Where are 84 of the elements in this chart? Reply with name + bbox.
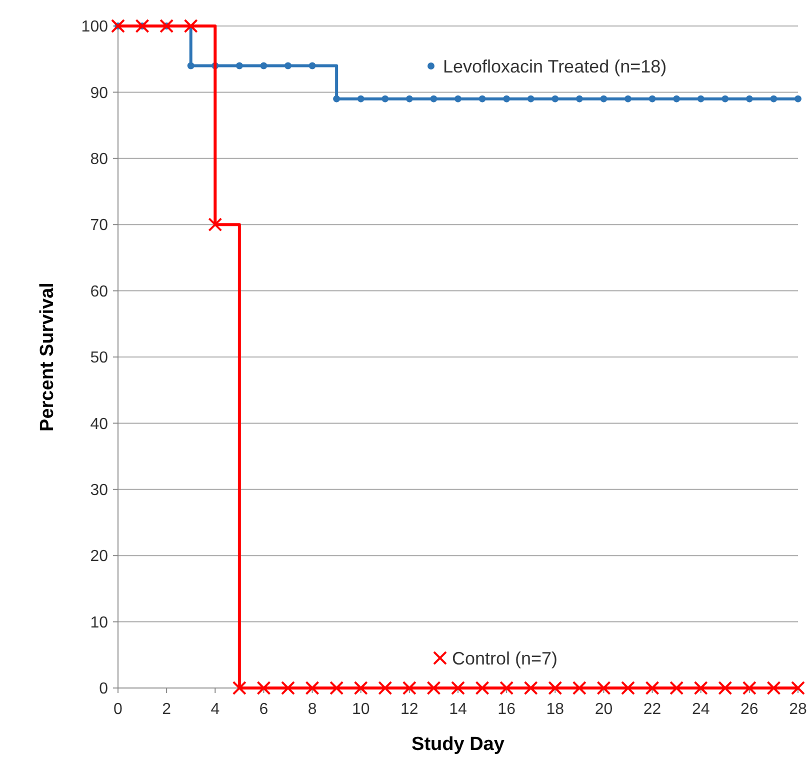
point — [527, 95, 534, 102]
point — [451, 681, 465, 695]
x-tick-label: 20 — [594, 701, 613, 718]
point — [766, 681, 781, 695]
point — [648, 95, 656, 102]
point — [111, 19, 125, 33]
point — [645, 681, 660, 695]
point — [333, 95, 340, 102]
y-tick-label: 0 — [99, 680, 108, 698]
x-tick-label: 18 — [546, 701, 564, 718]
point — [354, 681, 368, 695]
point — [236, 62, 243, 70]
point — [624, 95, 632, 102]
x-tick-label: 28 — [789, 701, 807, 718]
x-tick-label: 14 — [449, 701, 467, 718]
point — [378, 681, 392, 695]
point — [596, 681, 611, 695]
point — [670, 681, 684, 695]
point — [281, 681, 295, 695]
legend-label: Levofloxacin Treated (n=18) — [443, 56, 667, 76]
point — [552, 95, 559, 102]
y-tick-label: 60 — [90, 283, 108, 300]
point — [160, 19, 174, 33]
point — [697, 95, 704, 102]
point — [330, 681, 344, 695]
point — [524, 681, 538, 695]
point — [426, 681, 441, 695]
x-tick-label: 4 — [210, 701, 220, 718]
point — [260, 62, 268, 70]
point — [308, 62, 316, 70]
x-tick-label: 26 — [740, 701, 758, 718]
point — [305, 681, 320, 695]
x-tick-label: 24 — [692, 701, 710, 718]
x-tick-label: 6 — [259, 701, 268, 718]
x-tick-label: 16 — [498, 701, 516, 718]
x-tick-label: 12 — [400, 701, 418, 718]
point — [503, 95, 510, 102]
x-tick-label: 2 — [162, 701, 172, 718]
point — [232, 681, 246, 695]
y-tick-label: 20 — [90, 548, 108, 566]
point — [791, 681, 805, 695]
point — [722, 95, 729, 102]
x-tick-label: 22 — [643, 701, 662, 718]
point — [600, 95, 608, 102]
y-tick-label: 50 — [90, 350, 108, 367]
point — [187, 62, 194, 70]
point — [184, 19, 198, 33]
point — [454, 95, 462, 102]
point — [475, 681, 490, 695]
point — [402, 681, 416, 695]
point — [500, 681, 514, 695]
point — [718, 681, 732, 695]
point — [770, 95, 778, 102]
y-tick-label: 100 — [81, 18, 108, 36]
point — [406, 95, 413, 102]
y-tick-label: 10 — [90, 614, 108, 632]
y-axis-title: Percent Survival — [37, 282, 58, 432]
point — [742, 681, 756, 695]
point — [576, 95, 583, 102]
y-tick-label: 70 — [90, 217, 108, 234]
y-tick-label: 90 — [90, 84, 108, 102]
y-tick-label: 30 — [90, 482, 108, 499]
point — [430, 95, 438, 102]
point — [746, 95, 753, 102]
y-tick-label: 40 — [90, 416, 108, 433]
point — [208, 218, 222, 232]
point — [357, 95, 364, 102]
point — [694, 681, 708, 695]
point — [382, 95, 389, 102]
x-tick-label: 0 — [114, 701, 123, 718]
x-tick-label: 8 — [308, 701, 317, 718]
point — [478, 95, 486, 102]
x-axis-title: Study Day — [412, 734, 505, 755]
point — [621, 681, 635, 695]
point — [673, 95, 680, 102]
point — [284, 62, 292, 70]
x-tick-label: 10 — [352, 701, 370, 718]
point — [794, 95, 802, 102]
point — [256, 681, 271, 695]
legend-label: Control (n=7) — [452, 648, 558, 668]
point — [572, 681, 586, 695]
y-tick-label: 80 — [90, 151, 108, 168]
point — [548, 681, 562, 695]
point — [135, 19, 150, 33]
